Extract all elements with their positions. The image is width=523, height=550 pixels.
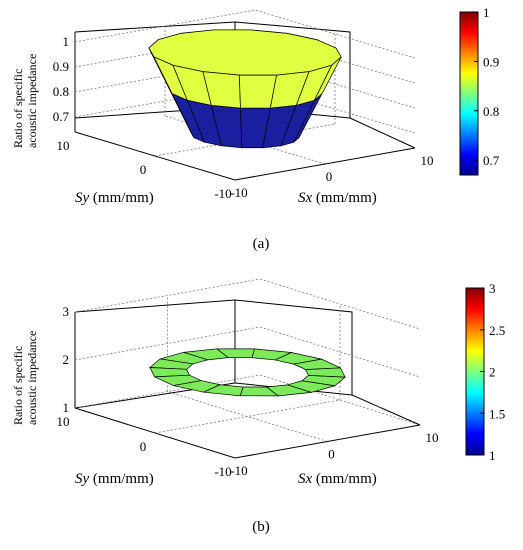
- grid-z-level-a-1: [74, 59, 416, 109]
- y-tick-label-a-2: -10: [214, 186, 231, 201]
- x-tick-label-b-2: 10: [426, 430, 439, 445]
- z-tick-label-a-1: 0.8: [53, 84, 69, 99]
- y-tick-label-b-0: 10: [57, 414, 70, 429]
- z-tick-label-a-2: 0.9: [53, 59, 69, 74]
- colorbar-tick-label-a-1: 0.8: [483, 104, 499, 119]
- colorbar-ticks-a: 0.7 0.8 0.9 1: [474, 5, 500, 168]
- y-axis-title-b: Sy (mm/mm): [75, 471, 154, 487]
- colorbar-tick-label-b-2: 2: [489, 365, 496, 380]
- colorbar-tick-label-b-1: 1.5: [489, 406, 505, 421]
- z-axis-title-a-line1: Ratio of specific: [11, 69, 25, 148]
- z-axis-title-a-line2: acoustic impedance: [25, 54, 39, 148]
- x-tick-label-a-2: 10: [421, 153, 434, 168]
- y-tick-label-a-1: 0: [140, 162, 147, 177]
- back-wall-b: [74, 299, 353, 395]
- panel-b: -10 0 10 10 0 -10 1 2 3 Sy (mm/mm) Sx (mm/mm) Ra…: [11, 278, 505, 535]
- panel-a: -10 0 10 10 0 -10 0.7 0.8 0.9 1 Sy (mm/mm) Sx (mm…: [11, 5, 500, 252]
- grid-z-level-a-2: [74, 34, 416, 84]
- z-tick-label-a-3: 1: [63, 34, 70, 49]
- grid-z-level-a-0: [74, 84, 416, 134]
- floor-front-b: [74, 407, 421, 459]
- z-tick-label-b-1: 2: [63, 352, 70, 367]
- colorbar-tick-label-b-0: 1: [489, 448, 496, 463]
- z-axis-title-b-line2: acoustic impedance: [25, 331, 39, 425]
- colorbar-tick-label-a-0: 0.7: [483, 153, 500, 168]
- x-axis-title-a: Sx (mm/mm): [298, 190, 377, 206]
- colorbar-ticks-b: 1 1.5 2 2.5 3: [480, 281, 505, 463]
- grid-lines-b: [74, 278, 421, 442]
- annulus-face-b-15: [292, 358, 341, 370]
- surface-b: [149, 348, 346, 397]
- x-tick-label-a-1: 0: [326, 169, 333, 184]
- floor-right-a: [349, 117, 416, 149]
- caption-b: (b): [252, 519, 270, 535]
- grid-floor-y0-a: [154, 123, 336, 157]
- back-wall-a: [74, 21, 351, 118]
- caption-a: (a): [253, 236, 270, 252]
- ticks-b: -10 0 10 10 0 -10 1 2 3: [57, 304, 439, 479]
- y-axis-title-a: Sy (mm/mm): [75, 190, 154, 206]
- colorbar-a: [459, 11, 479, 176]
- z-tick-label-b-0: 1: [63, 400, 70, 415]
- z-axis-title-b-line1: Ratio of specific: [11, 346, 25, 425]
- y-tick-label-a-0: 10: [57, 138, 70, 153]
- x-tick-label-b-1: 0: [328, 447, 335, 462]
- surface-face-upper-a-13: [314, 56, 342, 101]
- grid-z-level-b-2: [74, 278, 421, 330]
- y-tick-label-b-1: 0: [140, 439, 147, 454]
- x-tick-label-a-0: -10: [230, 185, 247, 200]
- colorbar-tick-label-b-3: 2.5: [489, 323, 505, 338]
- z-tick-label-b-2: 3: [63, 304, 70, 319]
- grid-z-level-a-3: [74, 9, 416, 59]
- colorbar-tick-label-b-4: 3: [489, 281, 496, 296]
- surface-a: [148, 29, 342, 149]
- colorbar-tick-label-a-3: 1: [483, 5, 490, 20]
- ticks-a: -10 0 10 10 0 -10 0.7 0.8 0.9 1: [53, 34, 434, 201]
- x-tick-label-b-0: -10: [230, 463, 247, 478]
- y-tick-label-b-2: -10: [214, 464, 231, 479]
- z-tick-label-a-0: 0.7: [53, 109, 70, 124]
- grid-floor-y0-b: [154, 399, 341, 434]
- floor-front-a: [74, 131, 416, 181]
- x-axis-title-b: Sx (mm/mm): [298, 471, 377, 487]
- floor-right-b: [351, 394, 421, 426]
- colorbar-tick-label-a-2: 0.9: [483, 54, 499, 69]
